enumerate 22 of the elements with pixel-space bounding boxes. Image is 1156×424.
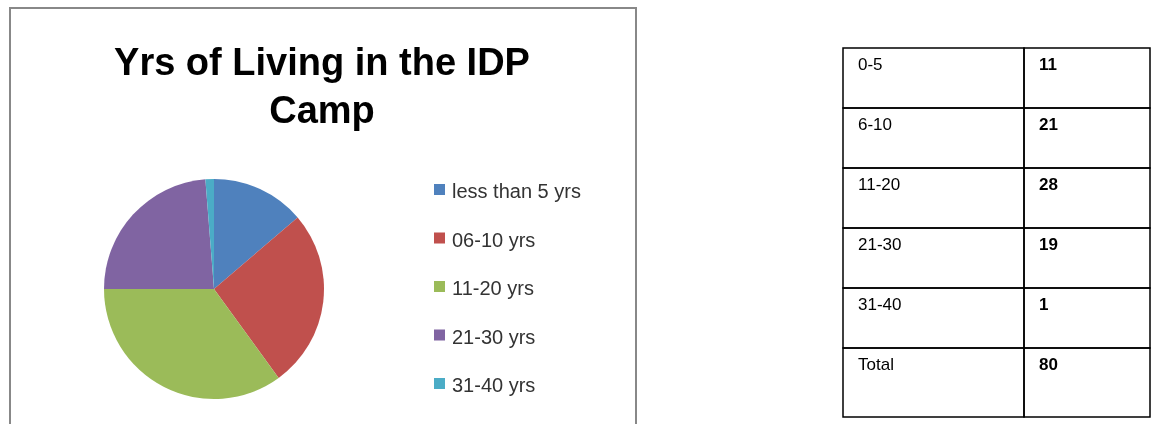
category-label: 31-40 — [858, 295, 902, 314]
category-label: 6-10 — [858, 115, 893, 134]
pie-slice — [214, 217, 324, 378]
legend-label: 31-40 yrs — [452, 374, 536, 396]
pie-slice — [104, 179, 214, 289]
data-label: 21 — [1039, 115, 1058, 134]
chart-title: Yrs of Living in the IDP Camp — [114, 41, 530, 131]
category-label: 0-5 — [858, 55, 883, 74]
legend-label: 21-30 yrs — [452, 325, 536, 348]
data-label: 28 — [1039, 175, 1058, 194]
category-label: 11-20 — [858, 175, 901, 194]
category-label: 21-30 — [858, 235, 902, 254]
legend-label: less than 5 yrs — [452, 180, 581, 202]
data-label: 19 — [1039, 235, 1058, 254]
legend-label: 06-10 yrs — [452, 228, 536, 251]
legend-label: 11-20 yrs — [452, 277, 534, 299]
data-label: 11 — [1039, 55, 1057, 74]
category-label: Total — [858, 355, 894, 374]
data-label: 1 — [1039, 295, 1049, 314]
pie-slice — [104, 289, 279, 399]
pie-slice — [214, 179, 298, 289]
data-label: 80 — [1039, 355, 1058, 374]
